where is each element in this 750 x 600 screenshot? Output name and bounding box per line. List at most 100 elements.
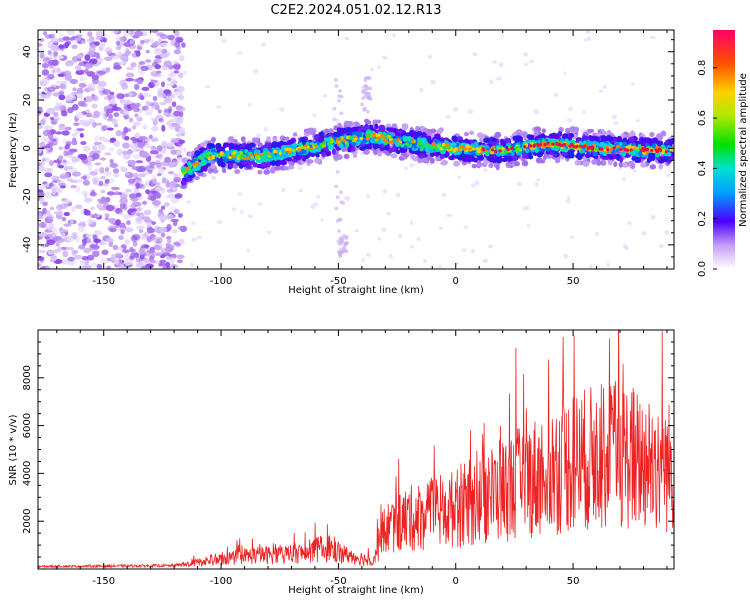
noise-speckle bbox=[156, 145, 163, 152]
band-outer bbox=[305, 129, 312, 134]
noise-speckle bbox=[48, 160, 55, 167]
noise-speckle bbox=[73, 254, 83, 260]
noise-speckle bbox=[110, 30, 120, 34]
noise-speckle bbox=[167, 142, 174, 148]
noise-speckle bbox=[151, 42, 157, 47]
noise-speckle bbox=[160, 33, 169, 40]
noise-speckle bbox=[94, 150, 101, 154]
faint-speckle bbox=[452, 107, 459, 112]
band-core bbox=[465, 144, 470, 149]
noise-speckle bbox=[53, 51, 59, 57]
band-peak bbox=[579, 144, 583, 148]
noise-speckle bbox=[178, 238, 185, 244]
noise-speckle bbox=[156, 173, 162, 177]
noise-speckle bbox=[168, 171, 175, 175]
band-core bbox=[388, 140, 392, 144]
noise-speckle bbox=[75, 235, 80, 243]
band-outer bbox=[328, 128, 334, 133]
noise-speckle bbox=[145, 49, 150, 54]
noise-speckle bbox=[81, 159, 89, 164]
streak-speckle bbox=[334, 84, 339, 88]
noise-speckle bbox=[61, 130, 70, 136]
noise-speckle bbox=[52, 92, 62, 97]
band-outer bbox=[513, 161, 520, 167]
noise-speckle bbox=[43, 31, 48, 36]
noise-speckle bbox=[64, 203, 69, 208]
faint-speckle bbox=[438, 264, 442, 269]
noise-speckle bbox=[47, 59, 57, 66]
noise-speckle bbox=[153, 48, 163, 52]
noise-speckle bbox=[120, 228, 125, 235]
band-inner bbox=[324, 137, 330, 142]
band-inner bbox=[592, 150, 598, 157]
noise-speckle bbox=[65, 95, 72, 102]
noise-speckle bbox=[38, 161, 45, 166]
noise-speckle bbox=[81, 190, 88, 195]
noise-speckle bbox=[38, 191, 45, 197]
faint-speckle bbox=[649, 35, 656, 40]
noise-speckle bbox=[132, 121, 141, 127]
noise-speckle bbox=[77, 40, 82, 45]
band-outer bbox=[181, 157, 189, 164]
band-mid bbox=[394, 131, 400, 137]
band-core bbox=[181, 169, 186, 173]
noise-speckle bbox=[173, 173, 178, 178]
noise-speckle bbox=[152, 199, 161, 206]
noise-speckle bbox=[100, 189, 106, 194]
noise-speckle bbox=[97, 80, 107, 87]
band-core bbox=[186, 166, 191, 171]
band-mid bbox=[640, 137, 645, 143]
band-outer bbox=[333, 125, 338, 131]
band-mid bbox=[315, 153, 320, 158]
snr-panel: -150 -100 -50 0 50 2000 4000 6000 8000 Height o… bbox=[8, 329, 675, 596]
noise-speckle bbox=[135, 160, 144, 164]
noise-speckle bbox=[126, 220, 131, 226]
band-outer bbox=[602, 159, 607, 166]
noise-speckle bbox=[136, 206, 143, 212]
x-tick-label: -100 bbox=[210, 576, 233, 587]
band-peak bbox=[529, 144, 533, 148]
noise-speckle bbox=[116, 148, 123, 156]
band-core bbox=[319, 143, 323, 148]
faint-speckle bbox=[312, 202, 319, 207]
band-peak bbox=[562, 142, 567, 147]
band-mid bbox=[229, 163, 234, 168]
faint-speckle bbox=[237, 192, 242, 196]
faint-speckle bbox=[461, 248, 467, 252]
band-inner bbox=[213, 157, 218, 162]
noise-speckle bbox=[56, 246, 63, 251]
noise-speckle bbox=[38, 168, 48, 172]
band-inner bbox=[440, 150, 446, 155]
y-tick-label: 40 bbox=[22, 45, 33, 58]
noise-speckle bbox=[144, 143, 152, 149]
noise-speckle bbox=[153, 73, 162, 77]
noise-speckle bbox=[86, 238, 92, 244]
faint-speckle bbox=[606, 262, 610, 268]
noise-speckle bbox=[94, 162, 102, 166]
band-core bbox=[433, 146, 438, 150]
noise-speckle bbox=[64, 74, 73, 81]
band-inner bbox=[496, 151, 501, 157]
band-mid bbox=[405, 132, 412, 137]
noise-speckle bbox=[61, 110, 68, 117]
band-peak bbox=[506, 147, 510, 152]
band-peak bbox=[557, 142, 562, 147]
noise-speckle bbox=[142, 258, 150, 263]
band-inner bbox=[210, 148, 216, 153]
band-outer bbox=[362, 149, 370, 155]
noise-speckle bbox=[135, 182, 141, 189]
noise-speckle bbox=[115, 190, 120, 196]
noise-speckle bbox=[121, 249, 130, 253]
band-core bbox=[231, 155, 236, 159]
faint-speckle bbox=[267, 230, 272, 235]
noise-speckle bbox=[119, 202, 126, 210]
noise-speckle bbox=[94, 168, 100, 173]
faint-speckle bbox=[365, 252, 371, 257]
noise-speckle bbox=[125, 77, 135, 82]
band-outer bbox=[390, 153, 398, 159]
band-core bbox=[337, 140, 341, 144]
noise-speckle bbox=[135, 192, 142, 198]
band-mid bbox=[528, 154, 534, 160]
noise-speckle bbox=[40, 136, 47, 143]
noise-speckle bbox=[52, 118, 59, 123]
